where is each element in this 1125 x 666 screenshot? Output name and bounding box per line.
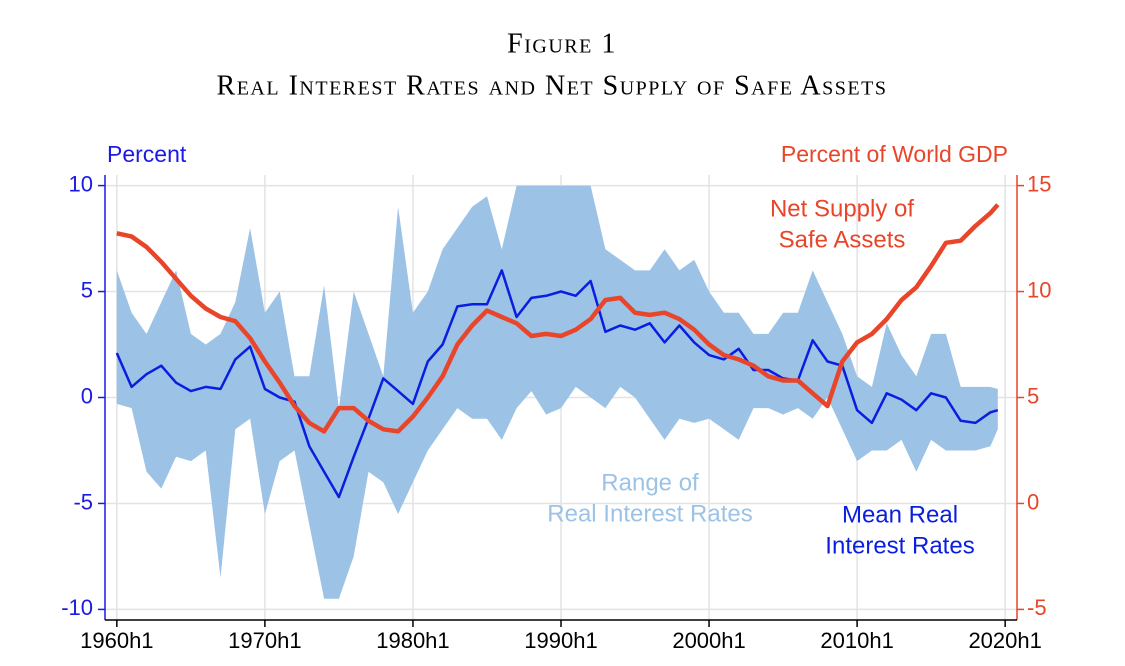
y2-tick-label: 10: [1027, 277, 1051, 302]
x-tick-label: 1970h1: [228, 628, 301, 653]
series-label: Net Supply of: [770, 195, 914, 222]
series-label: Interest Rates: [825, 532, 974, 559]
line: [116, 203, 1000, 434]
y2-tick-label: -5: [1027, 595, 1047, 620]
x-tick-label: 1960h1: [80, 628, 153, 653]
y-axis-label: Percent: [107, 141, 187, 167]
series-label: Real Interest Rates: [547, 500, 752, 527]
x-tick-label: 2000h1: [672, 628, 745, 653]
chart-title: Figure 1: [507, 28, 617, 59]
y2-tick-label: 5: [1027, 383, 1039, 408]
y-tick-label: -5: [73, 489, 93, 514]
line: [115, 269, 999, 499]
y2-axis-label: Percent of World GDP: [781, 141, 1008, 167]
series-label: Range of: [601, 469, 699, 496]
y-tick-label: 5: [81, 277, 93, 302]
x-tick-label: 1990h1: [524, 628, 597, 653]
y-tick-label: 0: [81, 383, 93, 408]
series-label: Safe Assets: [779, 226, 906, 253]
y-tick-label: 10: [69, 171, 93, 196]
y2-tick-label: 0: [1027, 489, 1039, 514]
x-tick-label: 2020h1: [968, 628, 1041, 653]
series-label: Mean Real: [842, 501, 958, 528]
y2-tick-label: 15: [1027, 171, 1051, 196]
chart-subtitle: Real Interest Rates and Net Supply of Sa…: [217, 70, 888, 101]
x-tick-label: 1980h1: [376, 628, 449, 653]
y-tick-label: -10: [61, 595, 93, 620]
x-tick-label: 2010h1: [820, 628, 893, 653]
